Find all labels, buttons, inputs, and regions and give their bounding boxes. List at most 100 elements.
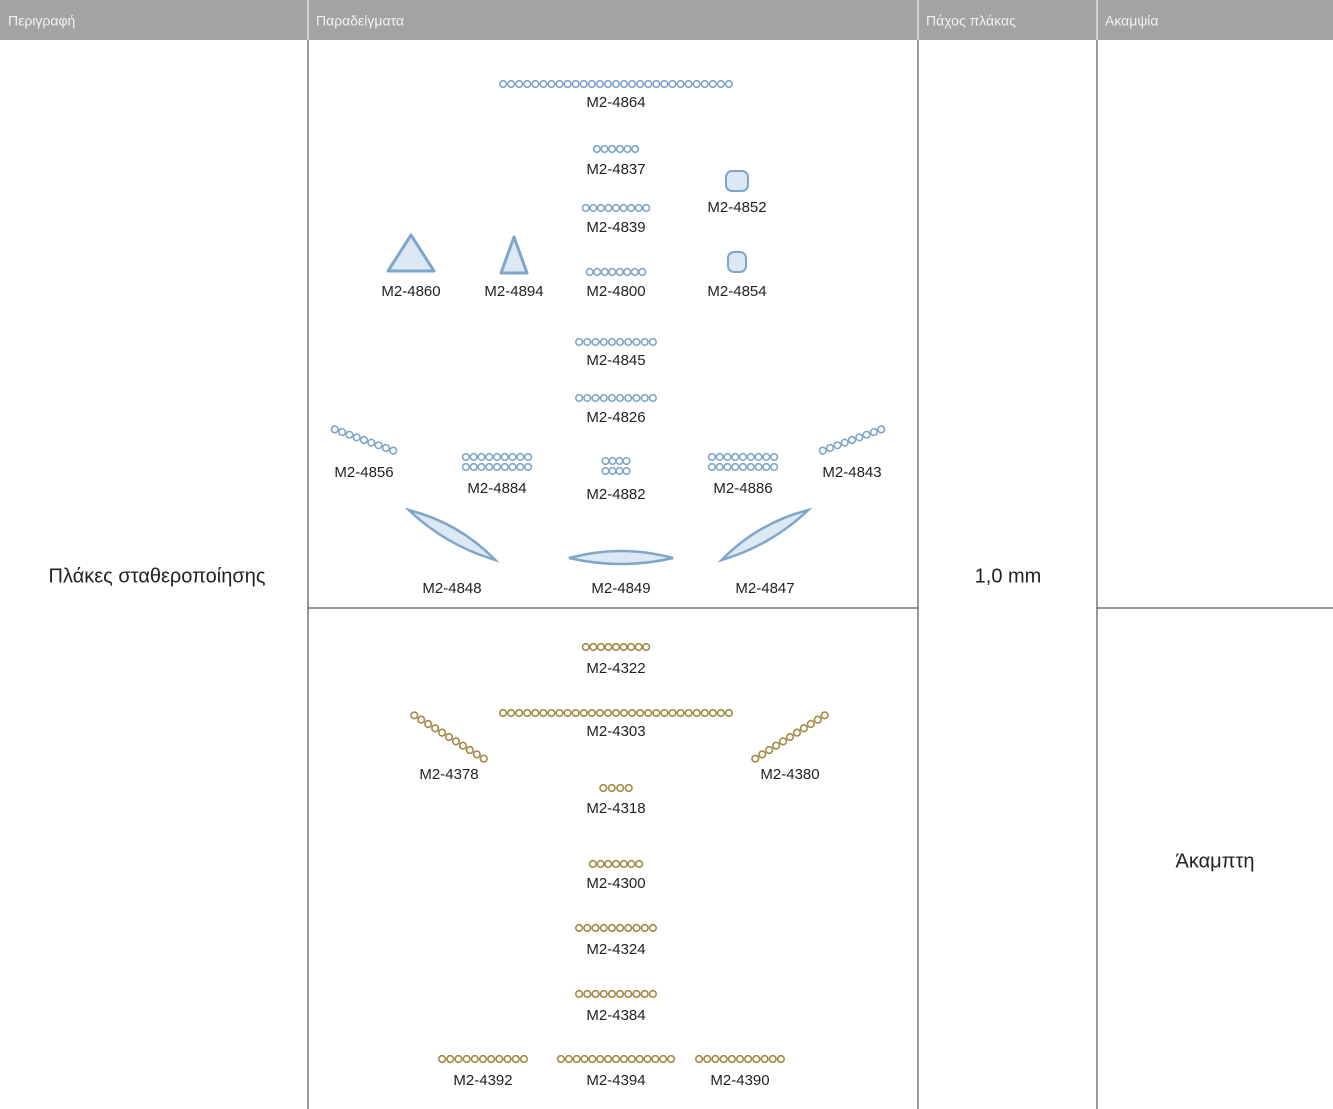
plate-hole <box>738 462 748 472</box>
plate-hole <box>640 393 649 403</box>
plate-hole <box>760 1054 769 1064</box>
plate-hole <box>555 79 564 89</box>
plate-icon <box>725 170 749 192</box>
plate-hole <box>599 393 608 403</box>
plate-hole <box>511 1054 520 1064</box>
plate-icon <box>499 235 529 275</box>
plate-hole <box>477 462 486 472</box>
thickness: 1,0 mm <box>975 565 1042 587</box>
plate-hole <box>607 393 617 403</box>
plate-hole <box>479 754 488 763</box>
plate-hole <box>840 438 849 447</box>
plate-hole <box>869 427 879 437</box>
plate-hole <box>337 427 347 437</box>
plate-hole <box>531 79 540 89</box>
plate-icon <box>574 337 658 347</box>
plate-hole <box>631 144 640 154</box>
plate-hole <box>818 446 827 455</box>
plate-hole <box>738 452 748 462</box>
plate-hole <box>444 732 454 742</box>
plate-hole <box>632 989 641 999</box>
plate-label: M2-4318 <box>586 800 645 817</box>
plate-hole <box>571 79 580 89</box>
plate-icon <box>707 452 779 472</box>
plate-hole <box>424 719 433 729</box>
plate-hole <box>619 1054 628 1064</box>
plate-hole <box>652 79 661 89</box>
plate-hole <box>607 989 617 999</box>
plate-icon <box>727 251 747 273</box>
plate-hole <box>735 1054 745 1064</box>
plate-hole <box>516 452 525 462</box>
plate-hole <box>599 989 608 999</box>
plate-label: M2-4324 <box>586 941 645 958</box>
plate-hole <box>508 452 517 462</box>
plate-body <box>717 507 813 563</box>
plate-hole <box>608 144 617 154</box>
plate-hole <box>640 337 649 347</box>
plate-hole <box>785 732 795 742</box>
plate-hole <box>417 715 426 724</box>
plate-body <box>386 233 436 273</box>
plate-hole <box>640 989 649 999</box>
plate-hole <box>595 79 604 89</box>
plate-icon <box>386 233 436 273</box>
plate-hole <box>492 452 502 462</box>
plate-body <box>404 507 500 563</box>
plate-label: M2-4378 <box>419 766 478 783</box>
plate-hole <box>599 783 608 793</box>
plate-hole <box>498 79 508 89</box>
plate-hole <box>515 79 524 89</box>
plate-label: M2-4322 <box>586 660 645 677</box>
plate-label: M2-4800 <box>586 283 645 300</box>
plate-hole <box>500 452 509 462</box>
plate-hole <box>345 430 354 439</box>
plate-hole <box>651 1054 660 1064</box>
plate-hole <box>692 708 701 718</box>
plate-hole <box>470 1054 479 1064</box>
plate-hole <box>746 452 755 462</box>
plate-hole <box>700 708 709 718</box>
plate-icon <box>585 267 647 277</box>
plate-hole <box>592 144 601 154</box>
plate-hole <box>715 452 724 462</box>
plate-label: M2-4884 <box>467 480 526 497</box>
plate-hole <box>607 337 617 347</box>
plate-hole <box>556 1054 566 1064</box>
plate-label: M2-4848 <box>422 580 481 597</box>
plate-body <box>725 170 749 192</box>
plate-hole <box>498 708 508 718</box>
plate-hole <box>492 462 502 472</box>
plate-hole <box>515 708 524 718</box>
plate-hole <box>772 741 781 750</box>
plate-hole <box>744 1054 753 1064</box>
plate-hole <box>615 144 624 154</box>
plate-hole <box>615 989 625 999</box>
plate-hole <box>642 642 651 652</box>
plate-hole <box>623 144 632 154</box>
plate-label: M2-4847 <box>735 580 794 597</box>
plate-hole <box>574 393 584 403</box>
plate-hole <box>574 923 584 933</box>
plate-hole <box>591 337 600 347</box>
plate-hole <box>539 79 548 89</box>
plate-hole <box>707 452 716 462</box>
plate-hole <box>454 1054 463 1064</box>
plate-hole <box>768 1054 777 1064</box>
plate-hole <box>604 203 613 213</box>
plate-hole <box>684 79 693 89</box>
plate-hole <box>624 783 633 793</box>
plate-hole <box>563 708 572 718</box>
plate-hole <box>632 337 641 347</box>
plate-hole <box>758 750 767 759</box>
plate-hole <box>751 754 760 763</box>
plate-icon <box>410 711 488 763</box>
plate-hole <box>469 452 478 462</box>
plate-icon <box>601 456 631 476</box>
plate-hole <box>659 1054 668 1064</box>
plate-hole <box>555 708 564 718</box>
plate-hole <box>765 745 774 755</box>
plate-hole <box>624 989 633 999</box>
plate-label: M2-4826 <box>586 409 645 426</box>
plate-label: M2-4380 <box>760 766 819 783</box>
